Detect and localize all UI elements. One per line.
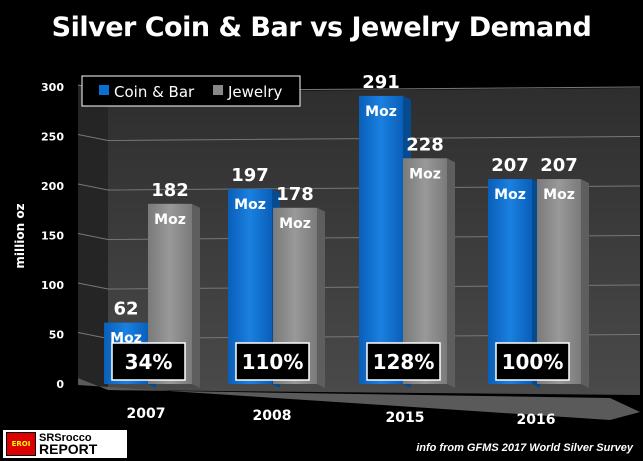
left-wall (78, 85, 108, 390)
bar-side (581, 179, 589, 388)
legend: Coin & Bar Jewelry (81, 75, 301, 107)
y-tick-label: 250 (41, 131, 64, 144)
ratio-box (235, 342, 310, 381)
legend-label-coin-bar: Coin & Bar (114, 83, 195, 101)
value-label: 178 (276, 184, 314, 205)
value-label: 182 (151, 180, 189, 201)
bar-side (317, 207, 325, 388)
legend-box (81, 75, 301, 107)
y-tick-label: 200 (41, 180, 64, 193)
ratio-box (495, 342, 570, 381)
logo-line2: REPORT (39, 441, 98, 457)
legend-label-jewelry: Jewelry (227, 83, 282, 101)
logo-line1: SRSrocco (39, 432, 92, 444)
bar-side (447, 158, 455, 388)
ratio-label: 34% (125, 350, 173, 374)
chart-title: Silver Coin & Bar vs Jewelry Demand (51, 12, 592, 43)
y-tick-label: 300 (41, 81, 64, 94)
y-tick-label: 0 (56, 378, 64, 391)
unit-label: Moz (154, 212, 186, 228)
ratio-box (111, 342, 186, 381)
value-label: 291 (362, 72, 400, 93)
legend-swatch-coin-bar (99, 85, 109, 95)
unit-label: Moz (365, 104, 397, 120)
y-tick-label: 50 (49, 329, 65, 342)
ratio-label: 110% (242, 350, 304, 374)
unit-label: Moz (279, 216, 311, 232)
y-axis-label: million oz (13, 203, 27, 268)
ratio-label: 100% (502, 350, 564, 374)
gridline (77, 134, 641, 142)
unit-label: Moz (234, 197, 266, 213)
unit-label: Moz (409, 166, 441, 182)
logo-badge: EROI (6, 432, 36, 456)
gridline (77, 183, 641, 191)
value-label: 207 (540, 155, 578, 176)
unit-label: Moz (543, 187, 575, 203)
unit-label: Moz (494, 187, 526, 203)
y-tick-label: 100 (41, 279, 64, 292)
legend-swatch-jewelry (213, 85, 223, 95)
ratio-label: 128% (373, 350, 435, 374)
value-label: 228 (406, 134, 444, 155)
bar-coin-bar-2015 (359, 95, 403, 384)
floor (78, 378, 640, 420)
value-label: 197 (231, 165, 269, 186)
x-tick-label: 2007 (127, 406, 166, 422)
x-tick-label: 2016 (517, 412, 556, 428)
value-label: 62 (113, 299, 138, 320)
gridline (77, 233, 641, 241)
x-tick-label: 2008 (253, 408, 292, 424)
gridline (77, 282, 641, 290)
srsrocco-logo: EROI SRSrocco REPORT (3, 430, 127, 458)
x-tick-label: 2015 (386, 410, 425, 426)
y-tick-label: 150 (41, 230, 64, 243)
value-label: 207 (491, 155, 529, 176)
ratio-box (366, 342, 441, 381)
bar-side (192, 203, 200, 388)
source-note: info from GFMS 2017 World Silver Survey (416, 442, 633, 454)
